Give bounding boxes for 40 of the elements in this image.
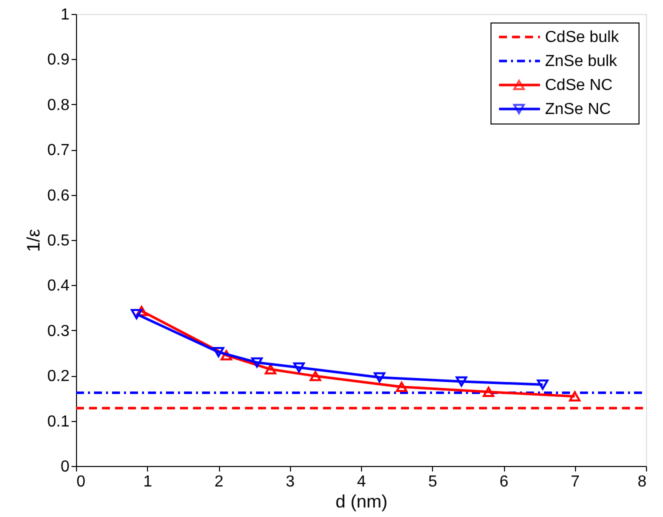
y-tick-label: 0.6	[47, 187, 70, 204]
y-tick-label: 0.5	[47, 232, 70, 250]
y-tick-label: 0	[60, 458, 70, 476]
x-tick-label: 7	[570, 474, 580, 490]
point	[310, 370, 322, 382]
x-tick-label: 1	[143, 474, 152, 490]
point	[569, 391, 580, 402]
x-tick-label: 3	[286, 474, 295, 490]
x-tick-label: 4	[357, 474, 366, 490]
point	[136, 306, 148, 316]
point	[251, 357, 263, 368]
point	[264, 364, 276, 374]
point	[482, 386, 494, 397]
x-tick-label: 8	[638, 474, 647, 490]
y-tick-label: 1	[60, 6, 70, 24]
legend-label: ZnSe NC	[545, 101, 611, 118]
point	[536, 380, 548, 390]
y-tick-label: 0.9	[47, 52, 70, 69]
x-tick-label: 6	[500, 474, 509, 490]
x-tick-label: 5	[428, 474, 438, 490]
y-tick-label: 0.2	[47, 368, 70, 386]
point	[212, 346, 224, 358]
point	[130, 309, 142, 320]
y-tick-label: 0.1	[47, 413, 70, 430]
point	[456, 376, 468, 387]
y-tick-label: 0.7	[47, 142, 70, 160]
y-tick-label: 0.3	[47, 322, 70, 340]
legend-label: ZnSe bulk	[545, 53, 618, 70]
point	[374, 372, 386, 383]
x-tick-label: 2	[214, 474, 224, 490]
legend-label: CdSe bulk	[545, 29, 620, 46]
x-tick-label: 0	[76, 474, 86, 490]
legend-label: CdSe NC	[545, 77, 613, 94]
y-tick-label: 0.4	[47, 278, 70, 295]
point	[220, 350, 232, 360]
point	[293, 362, 305, 373]
x-axis-title: d (nm)	[335, 492, 388, 512]
y-tick-label: 0.8	[47, 96, 70, 114]
y-axis-title: 1/ε	[23, 228, 44, 252]
point	[396, 382, 408, 392]
